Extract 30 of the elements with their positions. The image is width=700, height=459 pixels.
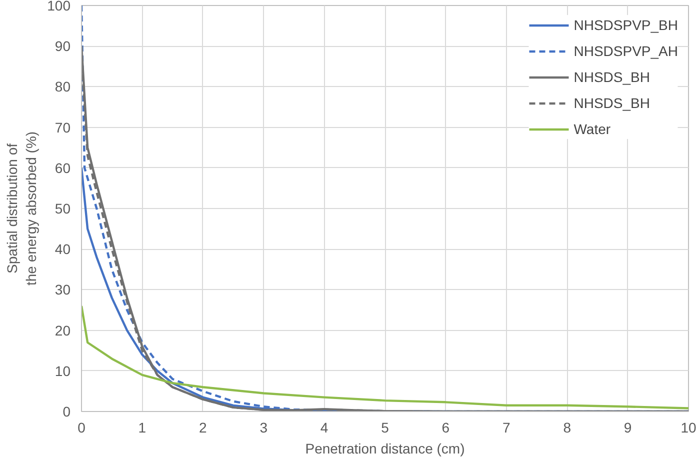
legend-label: NHSDS_BH [574, 69, 650, 85]
y-tick-label: 90 [54, 38, 71, 54]
legend-label: NHSDSPVP_BH [574, 17, 678, 33]
x-tick-label: 6 [442, 420, 450, 436]
y-tick-label: 60 [54, 160, 71, 176]
y-tick-label: 0 [62, 404, 71, 420]
y-tick-label: 80 [54, 78, 71, 95]
x-tick-label: 4 [320, 420, 328, 436]
x-tick-label: 5 [381, 420, 390, 436]
y-tick-label: 30 [54, 282, 71, 298]
legend-label: Water [574, 121, 611, 137]
x-tick-label: 3 [260, 420, 268, 436]
x-tick-label: 8 [563, 420, 572, 436]
x-tick-label: 9 [624, 420, 632, 436]
line-series [82, 304, 688, 410]
y-tick-label: 50 [54, 200, 71, 216]
legend-label: NHSDSPVP_AH [574, 43, 678, 59]
x-tick-label: 7 [502, 420, 511, 436]
x-axis-title: Penetration distance (cm) [305, 440, 465, 456]
y-tick-label: 20 [54, 322, 71, 338]
y-tick-label: 100 [47, 0, 71, 14]
x-tick-label: 1 [138, 420, 146, 436]
y-axis-title: Spatial distribution of the energy absorbed (%) [4, 131, 40, 286]
legend-label: NHSDS_BH [574, 95, 650, 111]
y-tick-label: 10 [54, 362, 71, 379]
x-tick-label: 0 [78, 420, 86, 436]
y-tick-label: 40 [54, 241, 71, 258]
x-tick-label: 2 [199, 420, 208, 436]
y-tick-label: 70 [54, 119, 71, 136]
x-tick-label: 10 [680, 420, 696, 436]
